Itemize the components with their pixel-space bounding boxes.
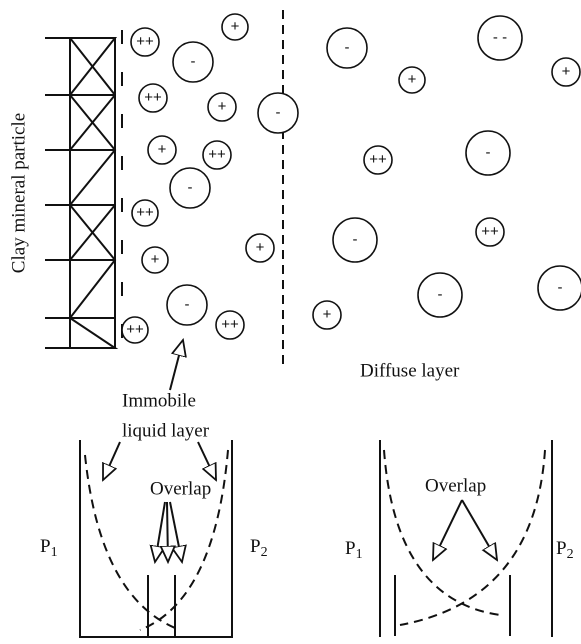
ion-circle	[169, 167, 211, 209]
ion-circle	[172, 41, 214, 83]
overlap-label: Overlap	[425, 475, 486, 496]
pressure-label: P2	[556, 538, 574, 562]
clay-particle	[45, 30, 123, 360]
panel-left: Overlap P1 P2	[40, 440, 268, 638]
ion-circle	[477, 15, 523, 61]
ion-circle	[221, 13, 249, 41]
ion-sign: +	[323, 306, 332, 323]
ion-sign: -	[185, 296, 190, 313]
ion-circle	[147, 135, 177, 165]
ion-sign: ++	[221, 316, 239, 333]
immobile-label: liquid layer	[122, 420, 210, 441]
ion-circle	[398, 66, 426, 94]
diffuse-label: Diffuse layer	[360, 360, 460, 381]
ion-sign: +	[151, 251, 160, 268]
ion-sign: -	[486, 144, 491, 161]
ion-sign: +	[218, 98, 227, 115]
ion-sign: -	[438, 286, 443, 303]
ion-sign: ++	[126, 321, 144, 338]
ion-circle	[166, 284, 208, 326]
ion-sign: +	[408, 71, 417, 88]
ion-sign: -	[558, 279, 563, 296]
ion-sign: ++	[208, 146, 226, 163]
pressure-label: P1	[345, 538, 363, 562]
ion-sign: ++	[144, 89, 162, 106]
panel-right: Overlap P1 P2	[345, 440, 574, 637]
ion-circle	[332, 217, 378, 263]
ion-circle	[207, 92, 237, 122]
ion-circle	[465, 130, 511, 176]
ion-circle	[475, 217, 505, 247]
ion-circle	[141, 246, 169, 274]
ion-sign: - -	[493, 29, 507, 46]
ion-sign: ++	[369, 151, 387, 168]
ion-sign: -	[188, 179, 193, 196]
ion-circle	[363, 145, 393, 175]
ion-sign: +	[562, 63, 571, 80]
ion-circle	[551, 57, 581, 87]
particle-label: Clay mineral particle	[8, 113, 29, 273]
pressure-label: P1	[40, 536, 58, 560]
ion-circle	[130, 27, 160, 57]
ion-circle	[131, 199, 159, 227]
ion-sign: -	[345, 39, 350, 56]
immobile-label: Immobile	[122, 390, 196, 411]
ion-circle	[537, 265, 581, 311]
ion-sign: ++	[481, 223, 499, 240]
ion-sign: ++	[136, 33, 154, 50]
ion-circle	[326, 27, 368, 69]
ion-sign: -	[276, 104, 281, 121]
ion-circle	[215, 310, 245, 340]
ion-circle	[417, 272, 463, 318]
ion-circle	[257, 92, 299, 134]
overlap-label: Overlap	[150, 478, 211, 499]
ion-circle	[138, 83, 168, 113]
ion-sign: -	[191, 53, 196, 70]
ion-sign: ++	[136, 204, 154, 221]
ion-circle	[121, 316, 149, 344]
ion-sign: +	[231, 18, 240, 35]
ion-sign: +	[158, 141, 167, 158]
ion-circle	[245, 233, 275, 263]
ions: +++-++++ ++-++++-++ ++--- -+ +++ -- +++- -	[121, 13, 581, 344]
pressure-label: P2	[250, 536, 268, 560]
ion-sign: -	[353, 231, 358, 248]
ion-circle	[202, 140, 232, 170]
ion-circle	[312, 300, 342, 330]
ion-sign: +	[256, 239, 265, 256]
